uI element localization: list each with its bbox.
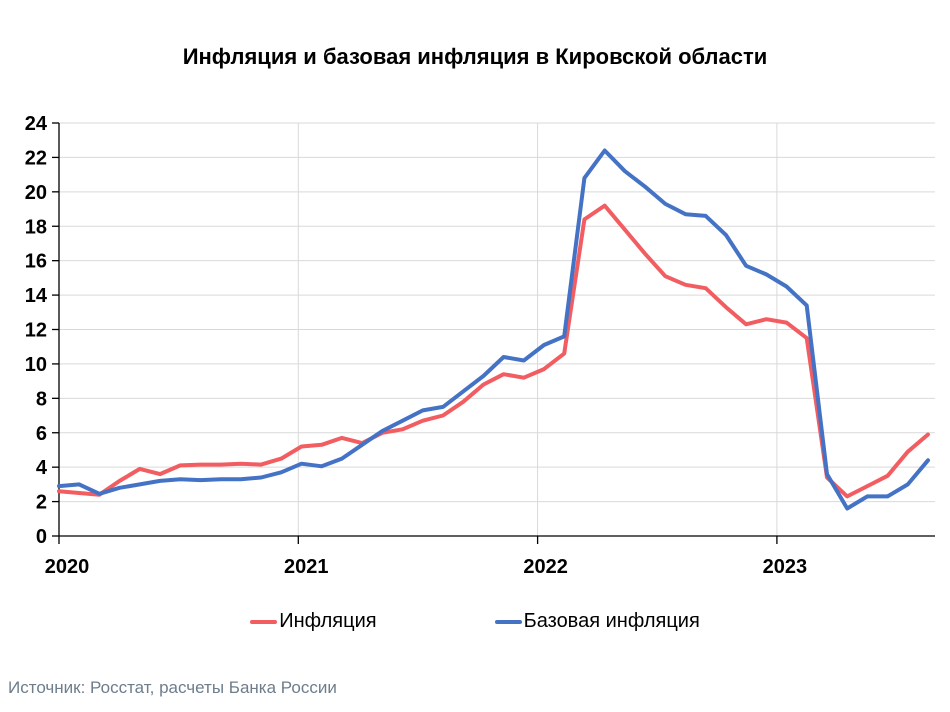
core-inflation-line (57, 148, 930, 511)
legend-label-inflation: Инфляция (279, 610, 377, 632)
x-tick-label: 2020 (45, 556, 90, 578)
y-tick-label: 20 (25, 182, 47, 204)
inflation-line-swatch (250, 619, 278, 624)
y-tick-label: 14 (25, 285, 48, 307)
x-tick-label: 2022 (523, 556, 568, 578)
y-tick-label: 8 (36, 388, 47, 410)
y-tick-label: 24 (25, 113, 48, 135)
inflation-line (57, 203, 930, 499)
source-note: Источник: Росстат, расчеты Банка России (8, 678, 337, 697)
y-tick-label: 18 (25, 216, 47, 238)
y-tick-label: 16 (25, 251, 47, 273)
x-tick-label: 2021 (284, 556, 329, 578)
chart-title: Инфляция и базовая инфляция в Кировской … (182, 44, 768, 69)
chart-legend: Инфляция Базовая инфляция (0, 610, 950, 633)
y-tick-label: 10 (25, 354, 47, 376)
y-tick-label: 2 (36, 492, 47, 514)
y-tick-label: 0 (36, 526, 47, 548)
core-inflation-line-swatch (494, 619, 522, 624)
y-tick-label: 22 (25, 147, 47, 169)
y-tick-label: 6 (36, 423, 47, 445)
legend-label-core-inflation: Базовая инфляция (523, 610, 700, 632)
y-tick-label: 4 (36, 457, 48, 479)
legend-item-inflation: Инфляция (250, 610, 377, 633)
x-tick-label: 2023 (763, 556, 808, 578)
y-tick-label: 12 (25, 320, 47, 342)
legend-item-core-inflation: Базовая инфляция (494, 610, 700, 633)
